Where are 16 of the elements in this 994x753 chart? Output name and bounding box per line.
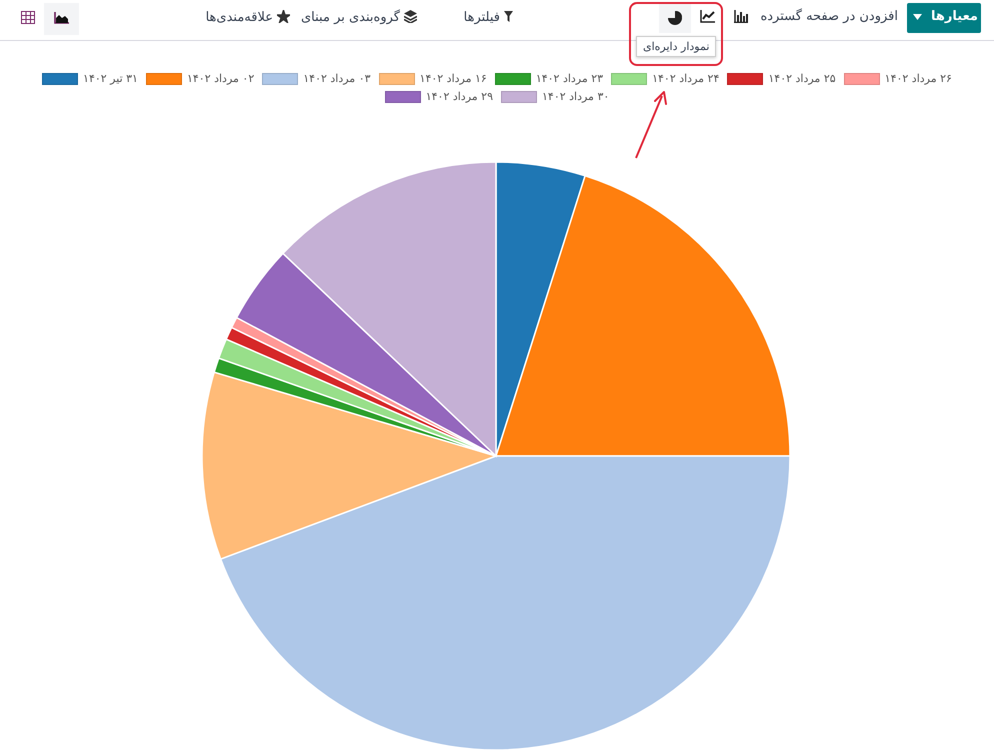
legend-label: ۳۰ مرداد ۱۴۰۲ <box>542 90 610 103</box>
text: افزودن در صفحه گسترده <box>760 9 898 24</box>
legend-label: ۲۹ مرداد ۱۴۰۲ <box>426 90 493 103</box>
legend-label: ۳۱ تیر ۱۴۰۲ <box>83 72 138 85</box>
legend-label: ۲۶ مرداد ۱۴۰۲ <box>884 72 952 85</box>
text: علاقه‌مندی‌ها <box>206 10 273 25</box>
text: گروه‌بندی بر مبنای <box>301 10 400 25</box>
legend-label: ۱۶ مرداد ۱۴۰۲ <box>420 72 487 85</box>
legend-label: ۲۴ مرداد ۱۴۰۲ <box>652 72 720 85</box>
text: معیارها <box>931 9 978 24</box>
legend-label: ۲۳ مرداد ۱۴۰۲ <box>536 72 604 85</box>
legend-label: ۰۲ مرداد ۱۴۰۲ <box>186 72 254 85</box>
legend-label: ۰۳ مرداد ۱۴۰۲ <box>303 72 371 85</box>
text: فیلترها <box>464 10 500 25</box>
legend-label: ۲۵ مرداد ۱۴۰۲ <box>768 72 836 85</box>
text: نمودار دایره‌ای <box>636 36 716 57</box>
